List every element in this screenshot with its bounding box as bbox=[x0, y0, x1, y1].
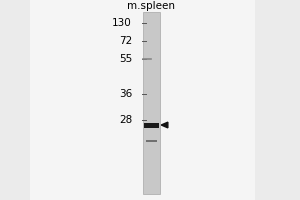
Polygon shape bbox=[161, 122, 168, 128]
Text: 72: 72 bbox=[119, 36, 132, 46]
Bar bbox=[30, 0, 255, 200]
Text: 55: 55 bbox=[119, 54, 132, 64]
Text: 36: 36 bbox=[119, 89, 132, 99]
Text: 130: 130 bbox=[112, 18, 132, 28]
Text: m.spleen: m.spleen bbox=[128, 1, 176, 11]
Bar bbox=[143, 12, 160, 194]
Text: 28: 28 bbox=[119, 115, 132, 125]
Bar bbox=[146, 140, 157, 142]
Bar bbox=[144, 122, 159, 128]
